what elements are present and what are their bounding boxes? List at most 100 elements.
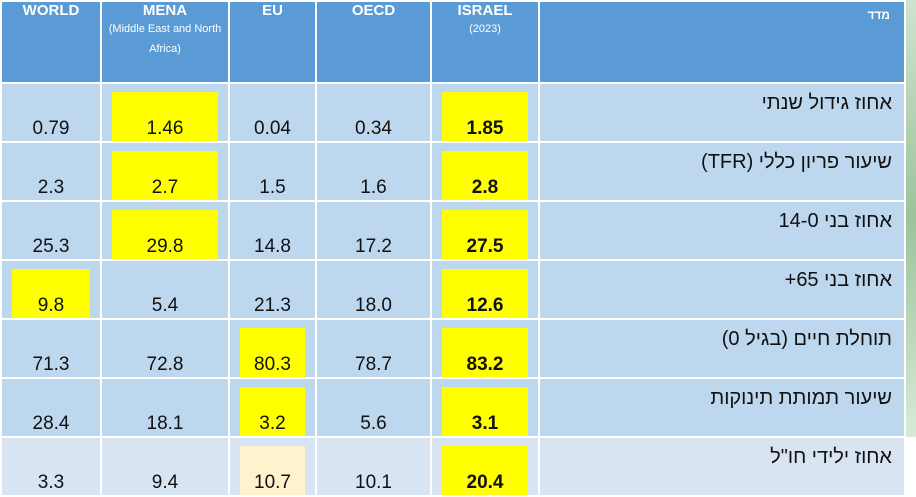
column-subtitle: (2023) — [469, 23, 501, 35]
value-cell: 1.85 — [430, 82, 540, 143]
value-cell: 20.4 — [430, 436, 540, 497]
value-cell: 10.1 — [315, 436, 432, 497]
cell-value: 25.3 — [32, 236, 70, 257]
value-cell: 29.8 — [100, 200, 230, 261]
highlight — [112, 92, 218, 141]
cell-value: 1.5 — [259, 177, 286, 198]
cell-value: 2.8 — [471, 177, 499, 198]
value-cell: 9.8 — [0, 259, 102, 320]
highlight — [112, 151, 218, 200]
value-cell: 71.3 — [0, 318, 102, 379]
column-header: EU — [228, 0, 317, 84]
measure-label: אחוז בני 14-0 — [538, 200, 906, 261]
value-cell: 78.7 — [315, 318, 432, 379]
value-cell: 10.7 — [228, 436, 317, 497]
measure-label: שיעור פריון כללי (TFR) — [538, 141, 906, 202]
header-row: WORLD MENA (Middle East and North Africa) E… — [0, 0, 906, 84]
column-title: OECD — [351, 2, 396, 19]
value-cell: 17.2 — [315, 200, 432, 261]
cell-value: 2.7 — [151, 177, 179, 198]
table-row: 71.3 72.8 80.3 78.7 83.2 תוחלת חיים (בגיל 0) — [0, 318, 906, 379]
cell-value: 18.1 — [146, 413, 184, 434]
column-title: ISRAEL — [457, 2, 513, 19]
highlight — [112, 210, 218, 259]
cell-value: 80.3 — [254, 354, 291, 375]
cell-value: 12.6 — [466, 295, 504, 316]
cell-value: 29.8 — [146, 236, 184, 257]
table-row: 0.79 1.46 0.04 0.34 1.85 אחוז גידול שנתי — [0, 82, 906, 143]
value-cell: 3.2 — [228, 377, 317, 438]
value-cell: 1.46 — [100, 82, 230, 143]
value-cell: 1.5 — [228, 141, 317, 202]
value-cell: 72.8 — [100, 318, 230, 379]
cell-value: 18.0 — [355, 295, 392, 316]
table-row: 3.3 9.4 10.7 10.1 20.4 אחוז ילידי חו"ל — [0, 436, 906, 497]
value-cell: 18.0 — [315, 259, 432, 320]
column-header: ISRAEL (2023) — [430, 0, 540, 84]
highlight — [442, 210, 528, 259]
value-cell: 28.4 — [0, 377, 102, 438]
highlight — [442, 92, 528, 141]
cell-value: 3.2 — [259, 413, 286, 434]
table-row: 2.3 2.7 1.5 1.6 2.8 שיעור פריון כללי (TFR) — [0, 141, 906, 202]
highlight — [442, 151, 528, 200]
cell-value: 1.46 — [146, 118, 184, 139]
cell-value: 5.6 — [360, 413, 387, 434]
value-cell: 5.6 — [315, 377, 432, 438]
value-cell: 5.4 — [100, 259, 230, 320]
edge-decoration — [906, 0, 916, 437]
cell-value: 20.4 — [466, 472, 504, 493]
column-header: WORLD — [0, 0, 102, 84]
cell-value: 28.4 — [32, 413, 70, 434]
measure-header: מדד — [538, 0, 906, 84]
cell-value: 71.3 — [32, 354, 70, 375]
cell-value: 78.7 — [355, 354, 392, 375]
value-cell: 3.1 — [430, 377, 540, 438]
table-row: 25.3 29.8 14.8 17.2 27.5 אחוז בני 14-0 — [0, 200, 906, 261]
cell-value: 1.6 — [360, 177, 387, 198]
value-cell: 25.3 — [0, 200, 102, 261]
value-cell: 1.6 — [315, 141, 432, 202]
value-cell: 27.5 — [430, 200, 540, 261]
value-cell: 83.2 — [430, 318, 540, 379]
cell-value: 3.3 — [37, 472, 65, 493]
value-cell: 14.8 — [228, 200, 317, 261]
column-title: MENA — [142, 2, 188, 19]
cell-value: 10.7 — [254, 472, 291, 493]
value-cell: 2.7 — [100, 141, 230, 202]
column-header: MENA (Middle East and North Africa) — [100, 0, 230, 84]
cell-value: 21.3 — [254, 295, 291, 316]
highlight — [442, 387, 528, 436]
value-cell: 2.8 — [430, 141, 540, 202]
cell-value: 1.85 — [466, 118, 504, 139]
table-row: 28.4 18.1 3.2 5.6 3.1 שיעור תמותת תינוקות — [0, 377, 906, 438]
cell-value: 72.8 — [146, 354, 184, 375]
column-subtitle: (Middle East and North Africa) — [108, 23, 222, 55]
value-cell: 9.4 — [100, 436, 230, 497]
cell-value: 83.2 — [466, 354, 504, 375]
table-body: 0.79 1.46 0.04 0.34 1.85 אחוז גידול שנתי 2.3 2.… — [0, 82, 906, 497]
cell-value: 14.8 — [254, 236, 291, 257]
cell-value: 0.79 — [32, 118, 70, 139]
value-cell: 2.3 — [0, 141, 102, 202]
value-cell: 3.3 — [0, 436, 102, 497]
highlight — [442, 328, 528, 377]
value-cell: 0.04 — [228, 82, 317, 143]
value-cell: 0.34 — [315, 82, 432, 143]
value-cell: 21.3 — [228, 259, 317, 320]
cell-value: 17.2 — [355, 236, 392, 257]
highlight — [442, 269, 528, 318]
cell-value: 3.1 — [471, 413, 499, 434]
cell-value: 9.8 — [37, 295, 65, 316]
column-header: OECD — [315, 0, 432, 84]
value-cell: 0.79 — [0, 82, 102, 143]
cell-value: 9.4 — [151, 472, 179, 493]
table-row: 9.8 5.4 21.3 18.0 12.6 אחוז בני 65+ — [0, 259, 906, 320]
value-cell: 80.3 — [228, 318, 317, 379]
measure-label: שיעור תמותת תינוקות — [538, 377, 906, 438]
measure-label: אחוז גידול שנתי — [538, 82, 906, 143]
cell-value: 27.5 — [466, 236, 504, 257]
value-cell: 18.1 — [100, 377, 230, 438]
